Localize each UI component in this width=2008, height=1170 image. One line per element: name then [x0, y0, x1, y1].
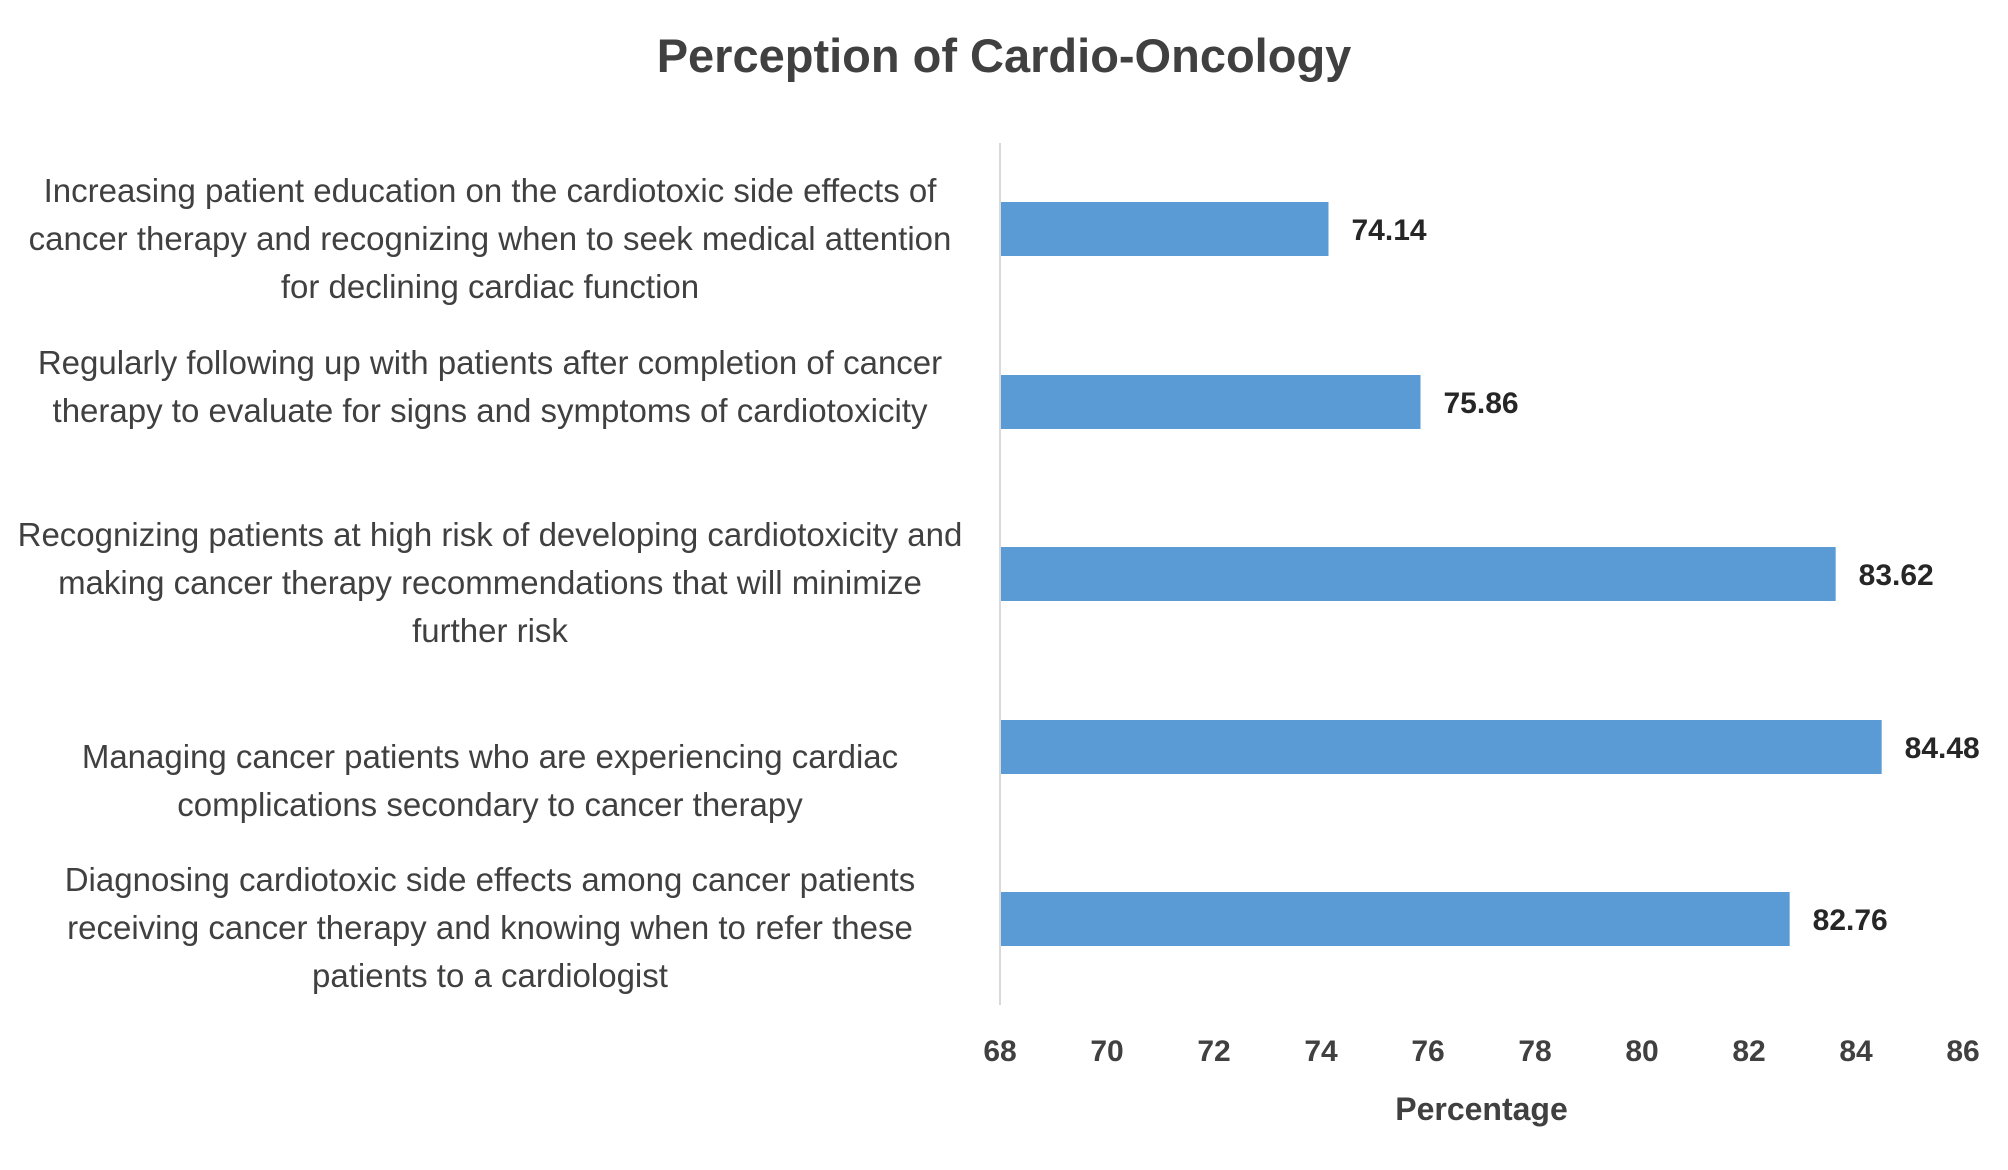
data-label-3: 83.62 [1859, 559, 1934, 592]
x-tick-label-76: 76 [1411, 1035, 1444, 1068]
x-tick-label-72: 72 [1197, 1035, 1230, 1068]
bar-1 [1001, 202, 1329, 256]
bar-3 [1001, 547, 1836, 601]
category-label-5: Diagnosing cardiotoxic side effects amon… [64, 861, 916, 994]
x-axis-title: Percentage [1395, 1091, 1568, 1127]
category-label-4: Managing cancer patients who are experie… [81, 738, 899, 823]
data-label-2: 75.86 [1444, 387, 1519, 420]
chart-title: Perception of Cardio-Oncology [656, 29, 1352, 82]
x-tick-label-82: 82 [1732, 1035, 1765, 1068]
category-label-3: Recognizing patients at high risk of dev… [17, 516, 963, 649]
x-tick-label-74: 74 [1304, 1035, 1338, 1068]
x-tick-label-70: 70 [1090, 1035, 1123, 1068]
category-label-1: Increasing patient education on the card… [28, 172, 952, 305]
data-label-5: 82.76 [1813, 904, 1888, 937]
x-tick-label-68: 68 [983, 1035, 1016, 1068]
data-label-4: 84.48 [1905, 732, 1980, 765]
bar-5 [1001, 892, 1790, 946]
x-tick-label-80: 80 [1625, 1035, 1658, 1068]
bar-2 [1001, 375, 1421, 429]
x-tick-label-84: 84 [1839, 1035, 1873, 1068]
x-tick-label-86: 86 [1946, 1035, 1979, 1068]
data-label-1: 74.14 [1351, 214, 1426, 247]
bar-4 [1001, 720, 1882, 774]
category-label-2: Regularly following up with patients aft… [37, 344, 943, 429]
x-tick-label-78: 78 [1518, 1035, 1551, 1068]
